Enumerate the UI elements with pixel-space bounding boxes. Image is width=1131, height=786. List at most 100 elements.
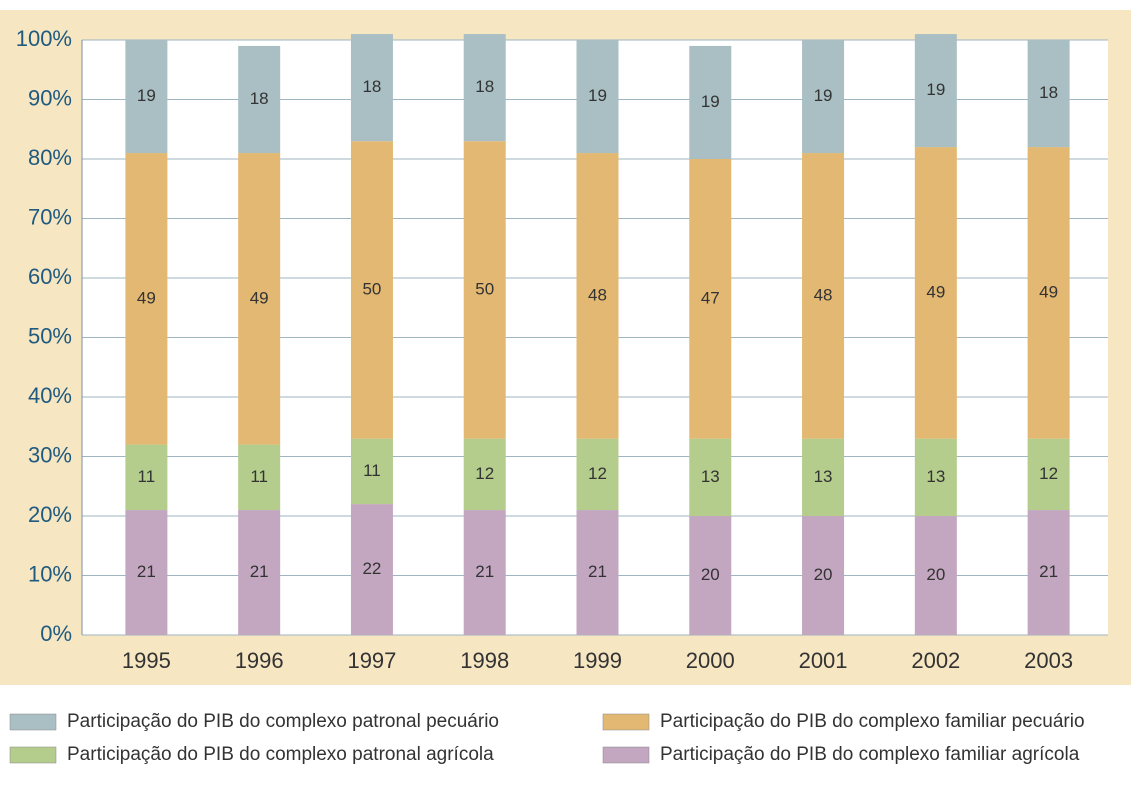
x-tick-label: 1999 — [573, 648, 622, 673]
y-tick-label: 70% — [28, 204, 72, 229]
bar-segment — [802, 40, 845, 154]
legend-swatch — [9, 746, 57, 764]
data-label: 11 — [363, 461, 381, 480]
legend-label: Participação do PIB do complexo familiar… — [660, 711, 1085, 732]
y-tick-label: 80% — [28, 145, 72, 170]
data-label: 19 — [926, 80, 945, 99]
y-tick-label: 10% — [28, 561, 72, 586]
bar-segment — [689, 159, 732, 439]
bar-segment — [463, 34, 506, 142]
legend-swatch — [602, 713, 650, 731]
bar-segment — [125, 40, 168, 154]
data-label: 21 — [475, 562, 494, 581]
x-tick-label: 1998 — [460, 648, 509, 673]
data-label: 49 — [250, 288, 269, 307]
data-label: 49 — [137, 288, 156, 307]
data-label: 21 — [250, 562, 269, 581]
data-label: 18 — [475, 77, 494, 96]
y-tick-label: 50% — [28, 323, 72, 348]
bar-segment — [914, 147, 957, 439]
data-label: 49 — [1039, 282, 1058, 301]
bar-segment — [914, 34, 957, 148]
bar-segment — [1027, 147, 1070, 439]
bar-segment — [350, 141, 393, 439]
data-label: 21 — [588, 562, 607, 581]
x-tick-label: 2002 — [911, 648, 960, 673]
data-label: 12 — [588, 464, 607, 483]
data-label: 48 — [814, 285, 833, 304]
bar-segment — [689, 516, 732, 635]
bar-segment — [576, 40, 619, 154]
bar-segment — [238, 45, 281, 154]
bar-segment — [802, 153, 845, 439]
data-label: 11 — [138, 467, 156, 486]
data-label: 19 — [814, 86, 833, 105]
y-tick-label: 20% — [28, 502, 72, 527]
y-tick-label: 100% — [16, 26, 72, 51]
bar-segment — [238, 444, 281, 511]
bar-segment — [350, 438, 393, 505]
legend-swatch — [602, 746, 650, 764]
data-label: 13 — [814, 467, 833, 486]
y-tick-label: 30% — [28, 442, 72, 467]
y-tick-label: 0% — [40, 621, 72, 646]
legend-label: Participação do PIB do complexo patronal… — [67, 744, 494, 765]
y-tick-label: 60% — [28, 264, 72, 289]
data-label: 50 — [475, 279, 494, 298]
bar-segment — [576, 510, 619, 635]
bar-segment — [802, 516, 845, 635]
x-tick-label: 2001 — [799, 648, 848, 673]
data-label: 20 — [814, 565, 833, 584]
x-tick-label: 1996 — [235, 648, 284, 673]
bar-segment — [1027, 438, 1070, 511]
bar-segment — [238, 153, 281, 445]
bar-segment — [125, 153, 168, 445]
data-label: 48 — [588, 285, 607, 304]
y-tick-label: 90% — [28, 85, 72, 110]
bar-segment — [802, 438, 845, 516]
data-label: 21 — [1039, 562, 1058, 581]
x-tick-label: 1997 — [347, 648, 396, 673]
bar-segment — [463, 438, 506, 511]
bar-segment — [689, 438, 732, 516]
bar-segment — [238, 510, 281, 635]
bar-segment — [1027, 510, 1070, 635]
legend-label: Participação do PIB do complexo familiar… — [660, 744, 1080, 765]
bar-segment — [125, 510, 168, 635]
data-label: 18 — [1039, 83, 1058, 102]
data-label: 19 — [588, 86, 607, 105]
bar-segment — [463, 141, 506, 439]
bar-segment — [914, 438, 957, 516]
data-label: 49 — [926, 282, 945, 301]
bar-segment — [576, 153, 619, 439]
data-label: 18 — [362, 77, 381, 96]
data-label: 11 — [250, 467, 268, 486]
x-tick-label: 2000 — [686, 648, 735, 673]
y-tick-label: 40% — [28, 383, 72, 408]
data-label: 13 — [701, 467, 720, 486]
x-tick-label: 1995 — [122, 648, 171, 673]
data-label: 22 — [362, 559, 381, 578]
data-label: 21 — [137, 562, 156, 581]
data-label: 19 — [701, 92, 720, 111]
data-label: 50 — [362, 279, 381, 298]
data-label: 18 — [250, 89, 269, 108]
legend-swatch — [9, 713, 57, 731]
data-label: 47 — [701, 288, 720, 307]
bar-segment — [350, 504, 393, 635]
legend-label: Participação do PIB do complexo patronal… — [67, 711, 499, 732]
bar-segment — [350, 34, 393, 142]
data-label: 20 — [926, 565, 945, 584]
bar-segment — [576, 438, 619, 511]
bar-segment — [125, 444, 168, 511]
bar-segment — [1027, 40, 1070, 148]
bar-segment — [463, 510, 506, 635]
data-label: 12 — [475, 464, 494, 483]
data-label: 13 — [926, 467, 945, 486]
x-tick-label: 2003 — [1024, 648, 1073, 673]
data-label: 20 — [701, 565, 720, 584]
bar-segment — [689, 45, 732, 160]
data-label: 12 — [1039, 464, 1058, 483]
